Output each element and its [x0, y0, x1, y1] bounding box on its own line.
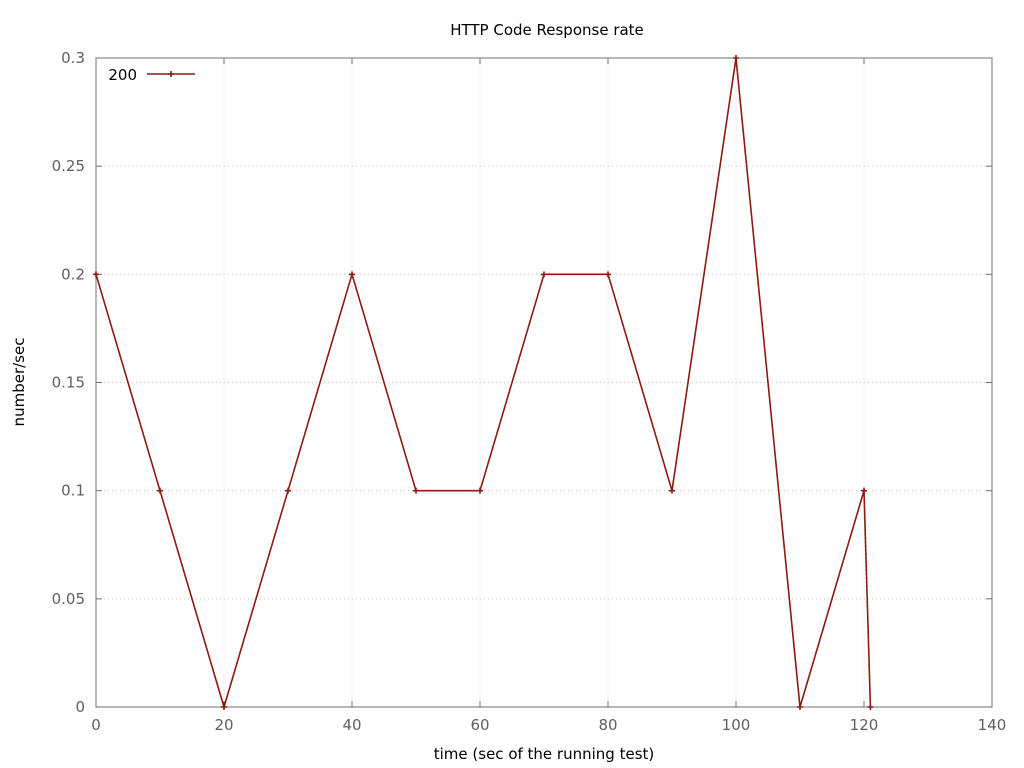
y-tick-label: 0.3: [61, 49, 85, 67]
chart-title: HTTP Code Response rate: [450, 21, 644, 39]
y-tick-label: 0.05: [52, 590, 85, 608]
x-tick-label: 140: [978, 716, 1007, 734]
legend-marker-sample: [168, 71, 174, 77]
data-point: [477, 487, 483, 494]
data-point: [157, 487, 163, 494]
data-point: [349, 271, 355, 278]
data-point: [605, 271, 611, 278]
y-axis-label: number/sec: [10, 338, 28, 427]
grid: [96, 58, 992, 707]
x-tick-label: 20: [214, 716, 233, 734]
data-point: [541, 271, 547, 278]
y-tick-label: 0.25: [52, 157, 85, 175]
x-axis-label: time (sec of the running test): [434, 745, 655, 763]
data-point: [797, 704, 803, 710]
x-tick-label: 40: [342, 716, 361, 734]
data-point: [285, 487, 291, 494]
data-point: [861, 487, 867, 494]
x-tick-labels: 0 20 40 60 80 100 120 140: [91, 716, 1006, 734]
x-tick-label: 100: [722, 716, 751, 734]
y-tick-label: 0.2: [61, 265, 85, 283]
series-line-200: [95, 57, 872, 710]
data-point: [867, 704, 874, 710]
data-point: [413, 487, 419, 494]
legend-label-200: 200: [108, 66, 137, 84]
y-tick-label: 0.1: [61, 482, 85, 500]
y-tick-label: 0: [75, 698, 85, 716]
legend: 200: [108, 66, 195, 84]
x-tick-label: 0: [91, 716, 101, 734]
data-point: [669, 487, 675, 494]
y-tick-labels: 0 0.05 0.1 0.15 0.2 0.25 0.3: [52, 49, 85, 716]
y-tick-label: 0.15: [52, 374, 85, 392]
data-point: [93, 271, 99, 278]
series-group: [93, 55, 874, 710]
data-point: [733, 55, 739, 61]
x-tick-label: 120: [850, 716, 879, 734]
x-tick-label: 80: [598, 716, 617, 734]
x-tick-label: 60: [470, 716, 489, 734]
data-point: [221, 704, 227, 710]
